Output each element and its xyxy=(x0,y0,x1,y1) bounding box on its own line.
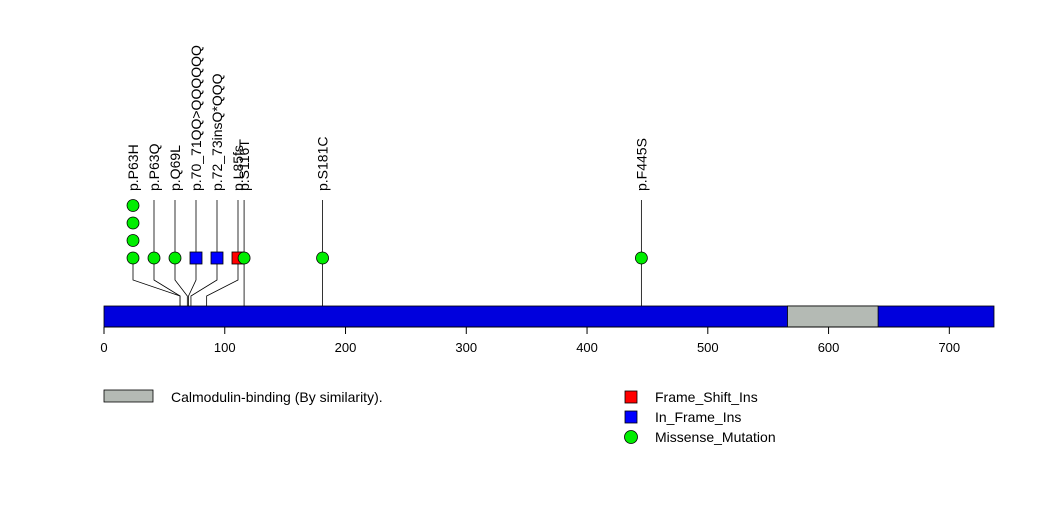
domain-legend-label: Calmodulin-binding (By similarity). xyxy=(171,389,383,405)
domain-region xyxy=(787,305,879,328)
mutation-marker xyxy=(126,199,140,212)
mutation-marker xyxy=(168,251,182,265)
mutation-label: p.S116T xyxy=(236,139,252,191)
mutation-label: p.P63Q xyxy=(146,143,162,191)
domain-legend-swatch xyxy=(103,389,154,403)
mutation-label: p.F445S xyxy=(633,138,649,191)
x-tick-label: 200 xyxy=(335,340,357,355)
mutation-connector xyxy=(188,258,197,306)
x-tick-label: 100 xyxy=(214,340,236,355)
mutation-labels: p.P63H p.P63Q p.Q69L p.70_71QQ>QQQQQQ p.72_7… xyxy=(125,45,649,191)
mutation-label: p.L85fs xyxy=(230,145,246,191)
legend: Calmodulin-binding (By similarity). Frame… xyxy=(103,389,776,445)
mutation-marker xyxy=(237,251,251,265)
mutation-connector xyxy=(206,258,239,306)
x-tick-label: 700 xyxy=(938,340,960,355)
mutation-legend-swatch xyxy=(624,430,638,444)
mutation-marker xyxy=(126,216,140,230)
x-axis: 0 100 200 300 400 500 600 700 xyxy=(100,326,960,355)
mutation-marker xyxy=(316,251,329,265)
mutation-label: p.Q69L xyxy=(167,145,183,191)
x-tick-label: 300 xyxy=(455,340,477,355)
mutation-marker xyxy=(126,251,140,265)
mutation-marker xyxy=(147,251,161,265)
mutation-legend-label: Frame_Shift_Ins xyxy=(655,389,758,405)
mutation-legend-swatch xyxy=(624,410,638,424)
mutation-label: p.P63H xyxy=(125,144,141,191)
mutation-legend-swatch xyxy=(624,390,638,404)
mutation-label: p.S181C xyxy=(315,137,331,191)
mutation-label: p.70_71QQ>QQQQQQ xyxy=(188,45,204,191)
mutation-marker xyxy=(126,234,140,247)
mutation-legend-label: In_Frame_Ins xyxy=(655,409,741,425)
mutation-legend-label: Missense_Mutation xyxy=(655,429,776,445)
x-tick-label: 600 xyxy=(818,340,840,355)
mutation-marker xyxy=(634,251,648,265)
mutation-marker xyxy=(189,251,203,265)
mutation-marker xyxy=(210,251,224,265)
mutation-markers xyxy=(126,199,648,265)
mutation-connector xyxy=(190,258,218,306)
x-tick-label: 400 xyxy=(576,340,598,355)
mutation-connector xyxy=(153,258,181,306)
x-tick-label: 500 xyxy=(697,340,719,355)
protein-backbone-group xyxy=(103,305,995,328)
mutation-connector xyxy=(174,258,188,306)
x-tick-label: 0 xyxy=(100,340,107,355)
mutation-stems xyxy=(132,200,642,327)
mutation-label: p.72_73insQ*QQQ xyxy=(209,73,225,191)
